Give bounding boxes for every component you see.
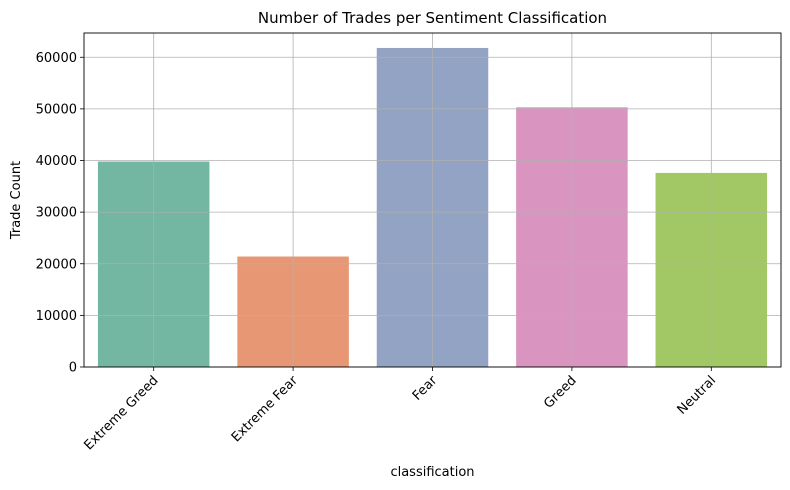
y-tick-label: 40000 — [36, 154, 77, 169]
y-tick-label: 50000 — [36, 102, 77, 117]
x-axis-label: classification — [390, 465, 474, 480]
y-tick-label: 10000 — [36, 309, 77, 324]
y-tick-label: 20000 — [36, 257, 77, 272]
y-tick-label: 0 — [69, 361, 77, 376]
y-tick-label: 30000 — [36, 206, 77, 221]
y-axis-label: Trade Count — [9, 161, 24, 240]
chart-title: Number of Trades per Sentiment Classific… — [258, 9, 607, 27]
y-tick-label: 60000 — [36, 51, 77, 66]
y-axis: 0 10000 20000 30000 40000 50000 60000 — [36, 51, 84, 376]
